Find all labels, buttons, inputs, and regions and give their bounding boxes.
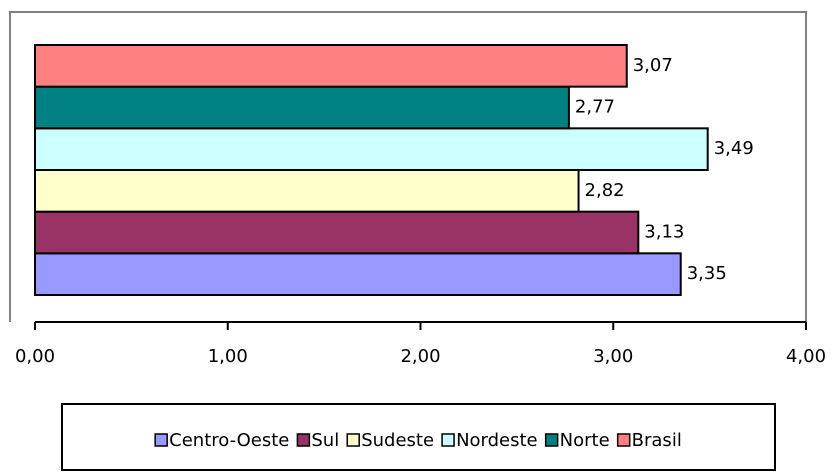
legend-swatch: [296, 433, 311, 447]
value-label: 3,35: [687, 263, 727, 284]
value-label: 2,82: [585, 180, 625, 201]
x-tick-label: 3,00: [593, 346, 633, 367]
x-tick-label: 2,00: [400, 346, 440, 367]
legend-label: Sul: [311, 430, 339, 451]
legend-swatch: [616, 433, 631, 447]
plot-frame: [9, 11, 807, 322]
bar: [34, 127, 709, 171]
legend-label: Sudeste: [361, 430, 434, 451]
legend-label: Nordeste: [456, 430, 538, 451]
legend-swatch: [346, 433, 360, 447]
x-tick-label: 0,00: [15, 346, 55, 367]
value-label: 3,07: [633, 55, 673, 76]
legend-swatch: [154, 433, 168, 447]
bar: [34, 252, 682, 296]
legend-label: Norte: [560, 430, 610, 451]
legend-swatch: [544, 433, 559, 447]
x-tick-label: 4,00: [786, 346, 826, 367]
bar: [34, 210, 640, 255]
value-label: 3,49: [714, 138, 754, 159]
value-label: 2,77: [575, 97, 615, 118]
bar: [34, 169, 580, 213]
legend-swatch: [441, 433, 455, 447]
x-tick-label: 1,00: [208, 346, 248, 367]
value-label: 3,13: [644, 222, 684, 243]
legend-label: Centro-Oeste: [169, 430, 289, 451]
bar: [34, 85, 570, 130]
legend-box: [61, 403, 776, 471]
legend-label: Brasil: [632, 430, 682, 451]
bar: [34, 44, 628, 88]
